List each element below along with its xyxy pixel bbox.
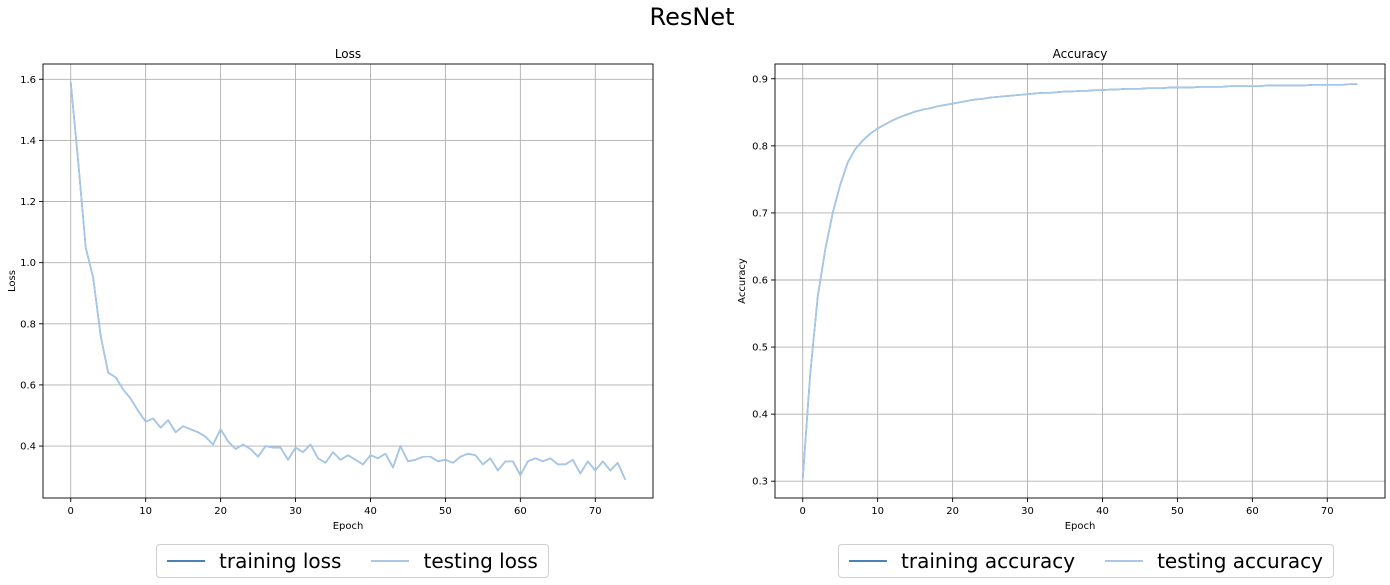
x-tick-label: 70 [1321, 506, 1334, 517]
legend-label-training-loss: training loss [219, 549, 342, 573]
legend-item-training-loss: training loss [167, 549, 341, 573]
y-tick-label: 1.4 [20, 136, 36, 147]
y-tick-label: 0.4 [752, 410, 768, 421]
x-tick-label: 10 [139, 506, 152, 517]
accuracy-legend: training accuracy testing accuracy [838, 544, 1335, 578]
x-tick-label: 30 [1021, 506, 1034, 517]
y-tick-label: 0.8 [752, 141, 768, 152]
chart-title: Accuracy [1053, 47, 1108, 61]
x-tick-label: 30 [289, 506, 302, 517]
y-tick-label: 0.3 [752, 477, 768, 488]
y-tick-label: 1.0 [20, 258, 36, 269]
legend-label-testing-accuracy: testing accuracy [1157, 549, 1324, 573]
plot-frame [42, 63, 654, 499]
legend-swatch-testing-loss [371, 560, 410, 562]
series-line-testing-loss [69, 82, 627, 480]
legend-item-testing-accuracy: testing accuracy [1105, 549, 1323, 573]
legend-label-testing-loss: testing loss [423, 549, 538, 573]
x-axis-label: Epoch [333, 521, 364, 532]
y-tick-label: 0.6 [20, 380, 36, 391]
legend-swatch-training-loss [167, 560, 205, 562]
y-tick-label: 0.9 [752, 74, 768, 85]
figure-title: ResNet [650, 3, 735, 31]
y-tick-label: 0.8 [20, 319, 36, 330]
x-tick-label: 70 [589, 506, 602, 517]
x-tick-label: 40 [364, 506, 377, 517]
y-tick-label: 1.6 [20, 75, 36, 86]
y-tick-label: 0.4 [20, 442, 36, 453]
legend-item-training-accuracy: training accuracy [849, 549, 1075, 573]
y-axis-label: Accuracy [737, 258, 748, 304]
legend-item-testing-loss: testing loss [371, 549, 538, 573]
y-tick-label: 0.5 [752, 343, 768, 354]
series-line-training-accuracy [801, 83, 1358, 480]
y-tick-label: 0.7 [752, 208, 768, 219]
y-tick-label: 1.2 [20, 197, 36, 208]
x-tick-label: 60 [514, 506, 527, 517]
y-axis-label: Loss [7, 270, 18, 292]
x-tick-label: 20 [214, 506, 227, 517]
series-line-testing-accuracy [801, 83, 1358, 480]
chart-0: 0 10 20 30 40 50 60 70 0.4 0.6 0.8 1.0 1.2 1.4 1.6 Loss… [7, 47, 654, 532]
x-tick-label: 50 [439, 506, 452, 517]
plot-frame [774, 63, 1386, 499]
x-tick-label: 60 [1246, 506, 1259, 517]
x-tick-label: 0 [800, 506, 806, 517]
x-tick-label: 10 [871, 506, 884, 517]
chart-1: 0 10 20 30 40 50 60 70 0.3 0.4 0.5 0.6 0.7 0.8 0.9 Accu… [737, 47, 1386, 532]
x-tick-label: 0 [68, 506, 74, 517]
x-tick-label: 50 [1171, 506, 1184, 517]
y-tick-label: 0.6 [752, 275, 768, 286]
x-tick-label: 20 [946, 506, 959, 517]
legend-label-training-accuracy: training accuracy [901, 549, 1076, 573]
x-tick-label: 40 [1096, 506, 1109, 517]
legend-swatch-testing-accuracy [1105, 560, 1144, 562]
chart-title: Loss [335, 47, 361, 61]
x-axis-label: Epoch [1065, 521, 1096, 532]
loss-legend: training loss testing loss [156, 544, 549, 578]
legend-swatch-training-accuracy [849, 560, 887, 562]
